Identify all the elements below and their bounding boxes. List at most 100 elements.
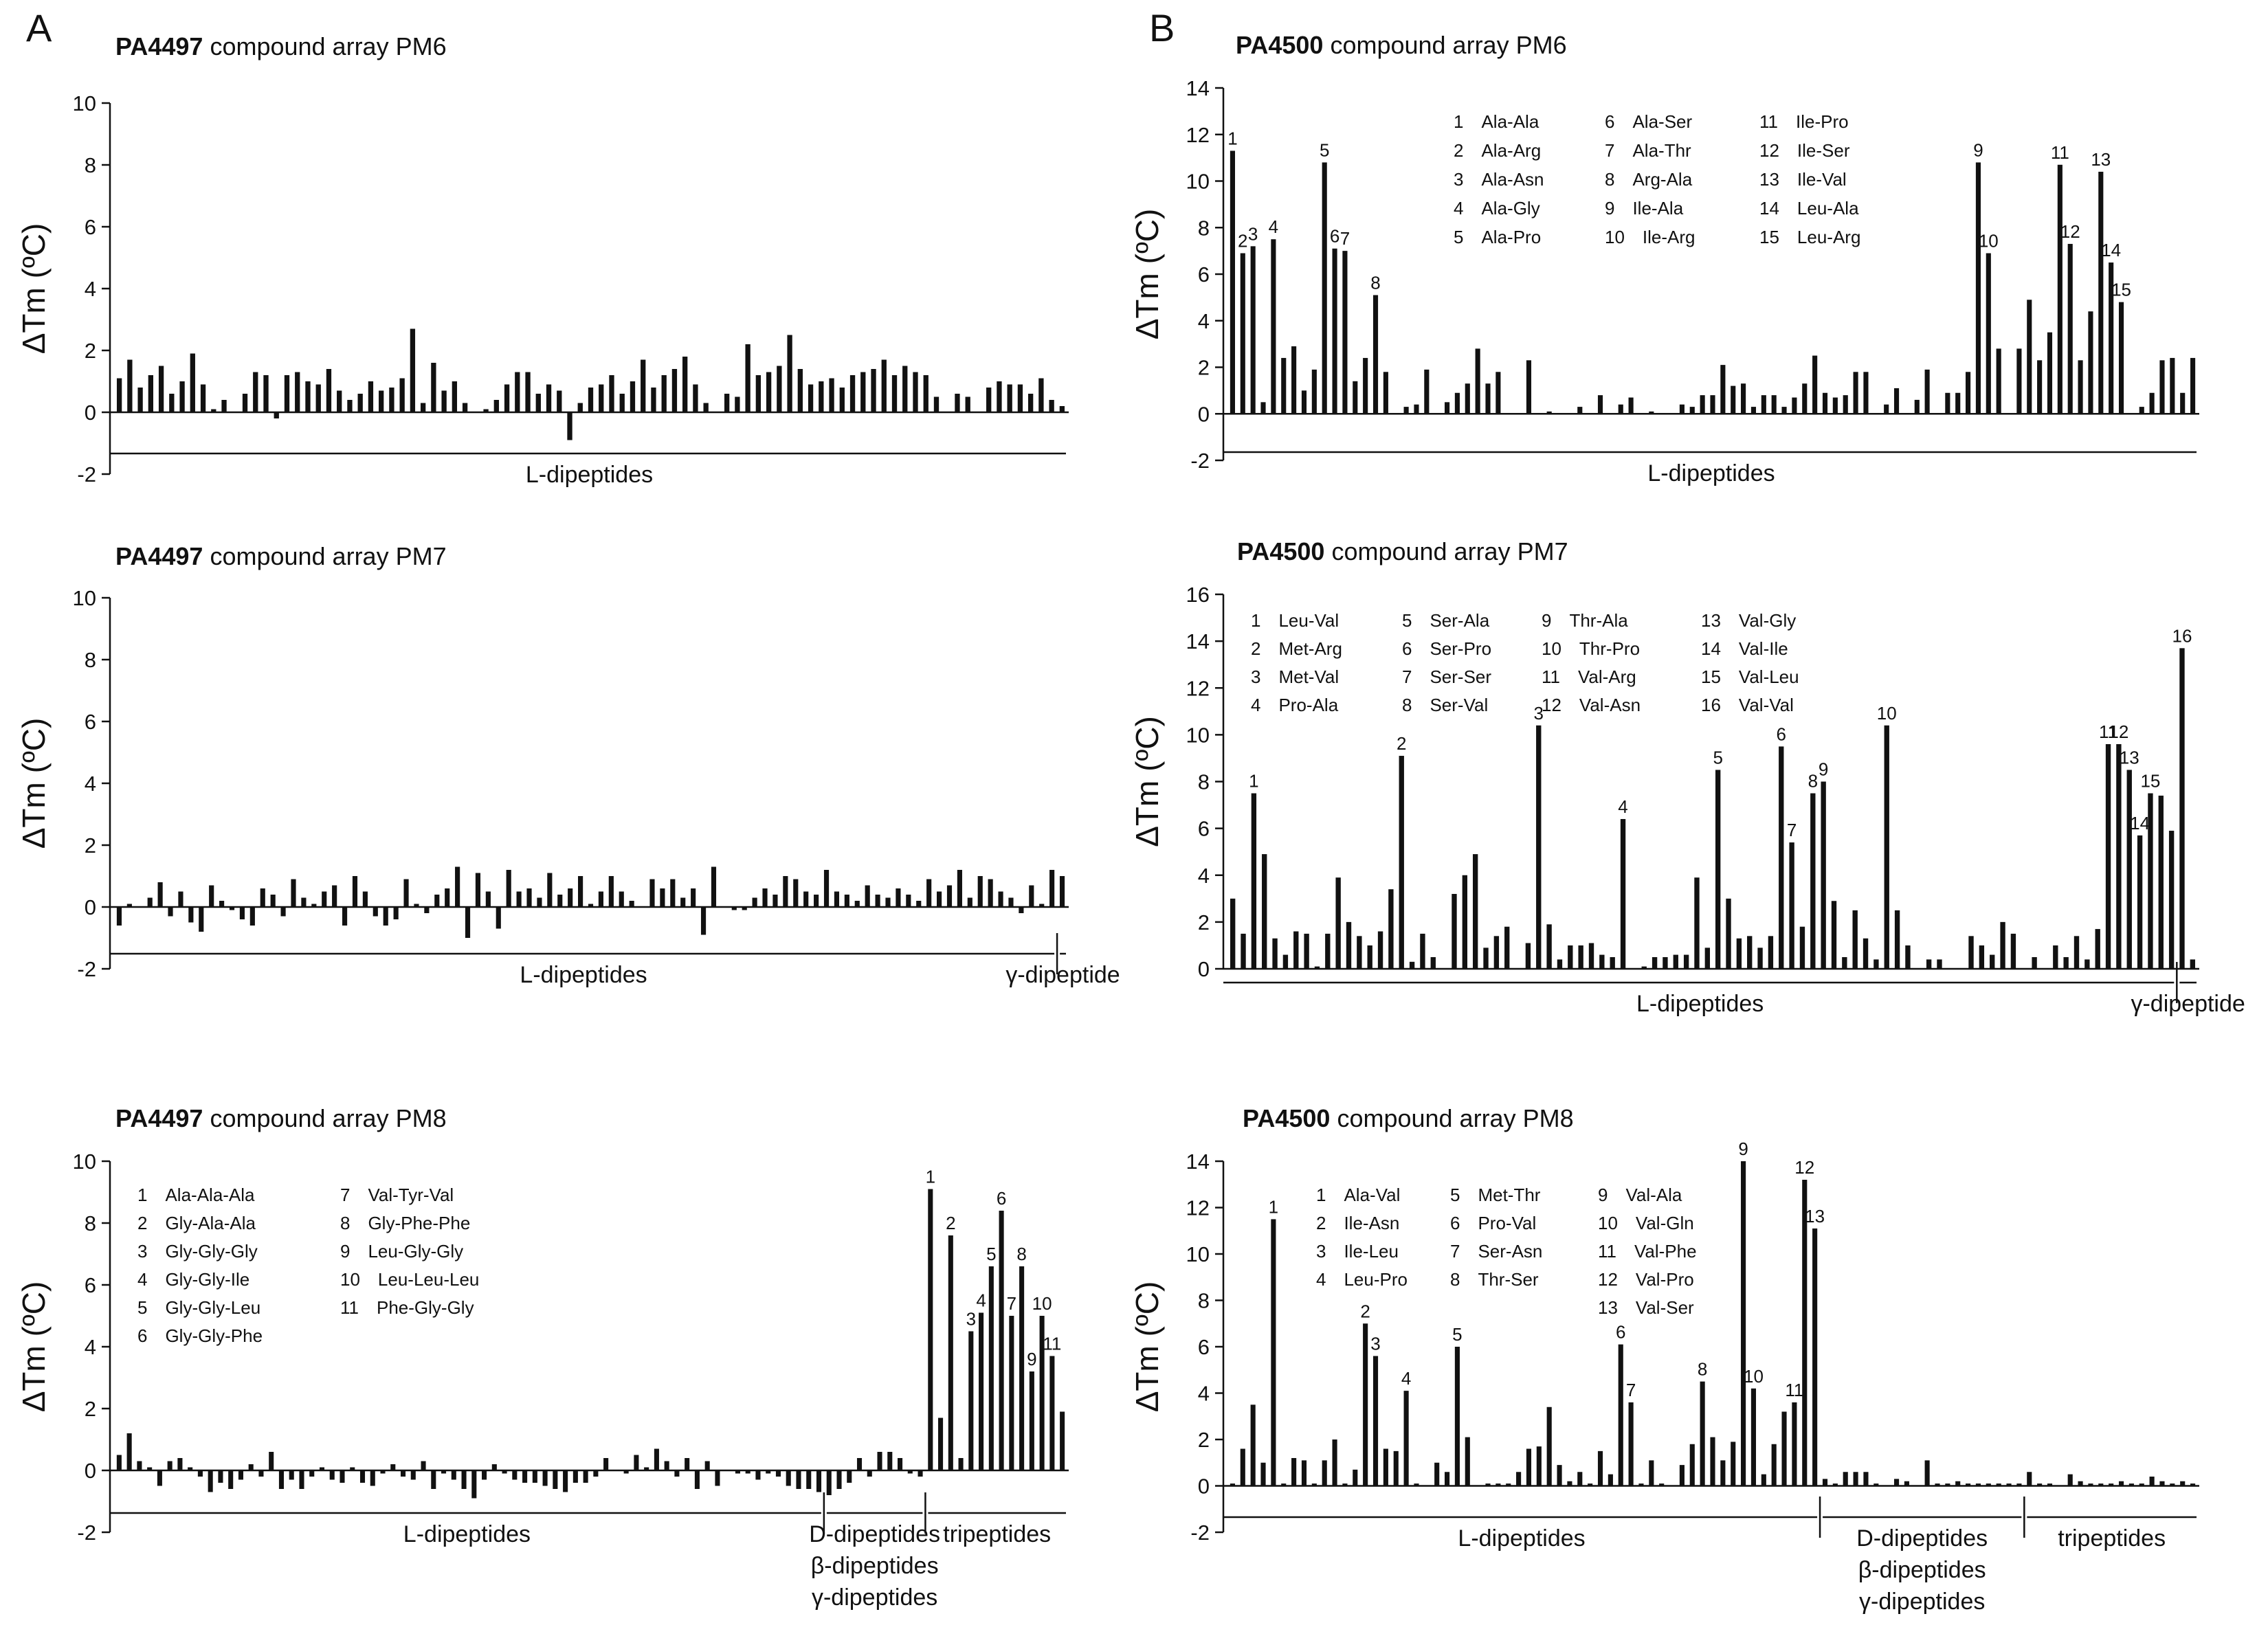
bar <box>337 390 342 412</box>
legend-entry: 6 Ser-Pro <box>1402 638 1491 659</box>
bar <box>1346 921 1352 969</box>
bar <box>907 1470 913 1474</box>
bar <box>965 396 970 412</box>
bar <box>421 1461 426 1470</box>
bar <box>291 879 296 907</box>
bar <box>1792 1402 1797 1486</box>
bar <box>998 891 1003 907</box>
bar <box>1049 1356 1055 1470</box>
bar <box>2105 744 2111 969</box>
bar <box>441 1470 447 1474</box>
bar <box>309 1470 315 1477</box>
bar <box>1414 404 1419 414</box>
bar <box>504 384 510 412</box>
group-label: L-dipeptides <box>403 1521 531 1547</box>
bar <box>522 1470 528 1483</box>
peak-label: 9 <box>1819 759 1828 780</box>
bar <box>167 1461 173 1470</box>
legend-entry: 6 Pro-Val <box>1450 1213 1536 1233</box>
bar <box>1812 1228 1818 1486</box>
bar <box>700 907 707 935</box>
bar <box>1843 1472 1848 1486</box>
bar <box>2021 968 2027 970</box>
bar <box>253 372 258 412</box>
legend-entry: 2 Ile-Asn <box>1316 1213 1399 1233</box>
legend-entry: 15 Leu-Arg <box>1759 227 1860 247</box>
legend-entry: 10 Leu-Leu-Leu <box>340 1269 479 1290</box>
bar <box>731 907 737 910</box>
bar <box>1802 383 1808 414</box>
y-tick-label: -2 <box>77 957 96 981</box>
chart-b-pm6: PA4500 compound array PM6-202468101214ΔTm… <box>1129 31 2199 486</box>
y-tick-label: 8 <box>1198 216 1210 240</box>
bar <box>383 907 388 926</box>
bar <box>221 400 227 412</box>
bar <box>116 907 122 926</box>
bar <box>1935 413 1940 415</box>
bar <box>1893 388 1900 414</box>
bar <box>724 394 730 412</box>
bar <box>1262 854 1267 969</box>
bar <box>197 1470 203 1477</box>
legend-entry: 7 Val-Tyr-Val <box>340 1185 454 1205</box>
bar <box>269 1452 274 1470</box>
bar <box>493 400 499 412</box>
y-tick-label: 4 <box>85 277 96 301</box>
group-label: tripeptides <box>2058 1525 2166 1551</box>
bar <box>661 375 667 412</box>
bar <box>1726 898 1731 969</box>
bar <box>787 335 792 412</box>
bar <box>844 895 849 907</box>
bar <box>1904 1481 1909 1486</box>
bar <box>968 1331 974 1470</box>
bar <box>137 1461 142 1470</box>
bar <box>2116 744 2122 969</box>
peak-label: 1 <box>1249 771 1258 792</box>
legend-entry: 13 Ile-Val <box>1759 169 1847 190</box>
bar <box>944 412 950 413</box>
bar <box>1779 746 1784 969</box>
bar <box>777 366 782 412</box>
bar <box>1483 948 1489 969</box>
bar <box>2037 360 2043 414</box>
bar <box>1679 1465 1685 1486</box>
bar <box>2047 1483 2053 1486</box>
bar <box>896 888 901 907</box>
y-tick-label: 8 <box>85 153 96 177</box>
bar <box>1393 413 1399 415</box>
legend-entry: 3 Ile-Leu <box>1316 1241 1399 1262</box>
bar <box>2179 648 2185 969</box>
bar <box>671 369 678 412</box>
y-tick-label: 6 <box>85 215 96 239</box>
bar <box>1301 1460 1307 1486</box>
bar <box>1485 1483 1491 1486</box>
bar <box>1465 1437 1470 1486</box>
bar <box>1669 413 1675 415</box>
legend-entry: 7 Ala-Thr <box>1605 140 1691 161</box>
bar <box>2109 262 2114 414</box>
bar <box>546 384 552 412</box>
bar <box>1986 1483 1991 1486</box>
bar <box>797 369 803 412</box>
bar <box>936 891 942 907</box>
bar <box>1272 938 1278 969</box>
bar <box>877 1452 882 1470</box>
legend-entry: 13 Val-Ser <box>1598 1297 1694 1318</box>
bar <box>326 369 332 412</box>
bar <box>506 870 511 907</box>
bar <box>1059 406 1065 412</box>
legend-entry: 14 Leu-Ala <box>1759 198 1859 218</box>
bar <box>1311 369 1317 414</box>
bar <box>1924 1460 1930 1486</box>
bar <box>1019 907 1024 913</box>
y-tick-label: -2 <box>1190 449 1210 473</box>
peak-label: 6 <box>997 1188 1006 1209</box>
peak-label: 5 <box>1713 747 1722 767</box>
peak-label: 2 <box>946 1213 955 1233</box>
bar <box>1771 395 1777 414</box>
bar <box>906 895 911 907</box>
bar <box>1525 943 1531 969</box>
legend-entry: 3 Ala-Asn <box>1454 169 1544 190</box>
bar <box>278 1470 285 1489</box>
